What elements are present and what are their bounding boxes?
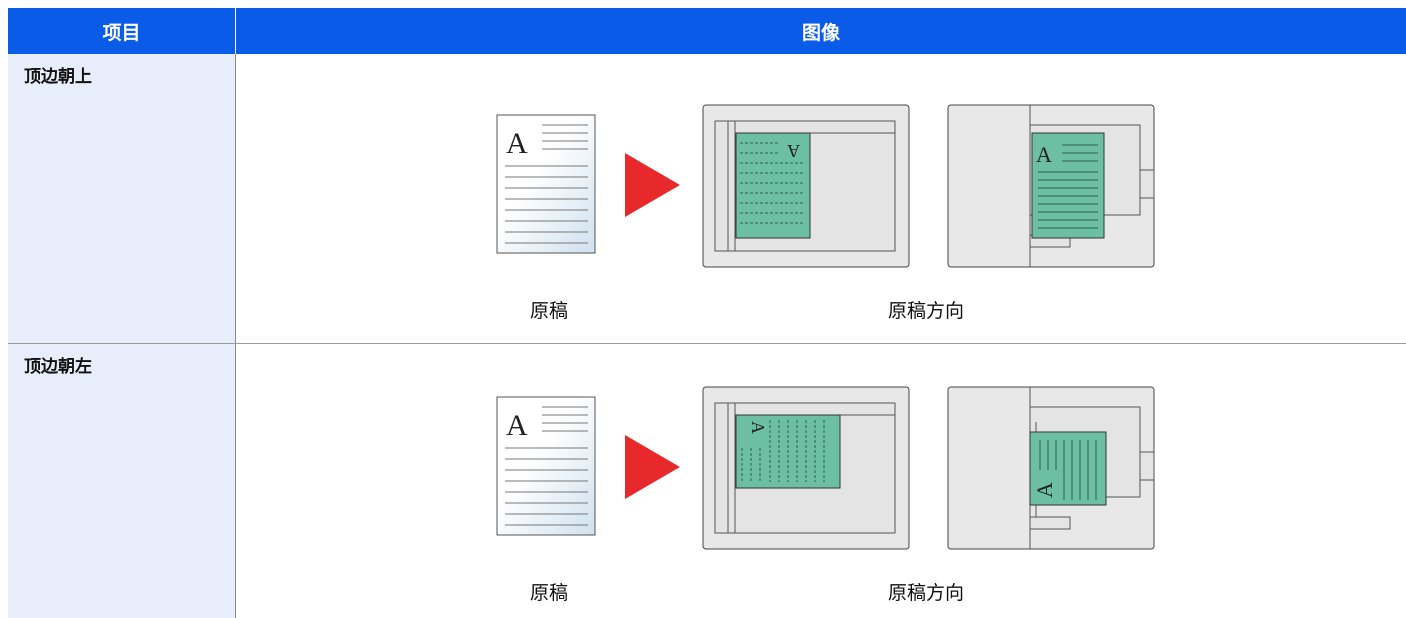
shape [496,114,596,254]
arrow [625,153,680,217]
letter: A [1032,482,1057,498]
letter: A [1036,142,1052,167]
shape [496,396,596,536]
header-cell: 图像 [236,8,1406,54]
caption: 原稿 [529,300,569,322]
letter: A [506,127,528,160]
shape [735,132,811,239]
letter: A [787,141,800,161]
caption: 原稿方向 [887,582,965,604]
row-label: 顶边朝上 [8,54,236,343]
caption: 原稿 [529,582,569,604]
letter: A [748,421,768,434]
row-divider [8,343,1406,344]
letter: A [506,409,528,442]
shape [1029,516,1071,530]
header-cell: 项目 [8,8,236,54]
shape [1139,169,1155,199]
shape [1029,431,1107,506]
row-label: 顶边朝左 [8,344,236,618]
arrow [625,435,680,499]
row-illustration: A A A [496,386,1155,550]
shape [1139,451,1155,481]
caption: 原稿方向 [887,300,965,322]
